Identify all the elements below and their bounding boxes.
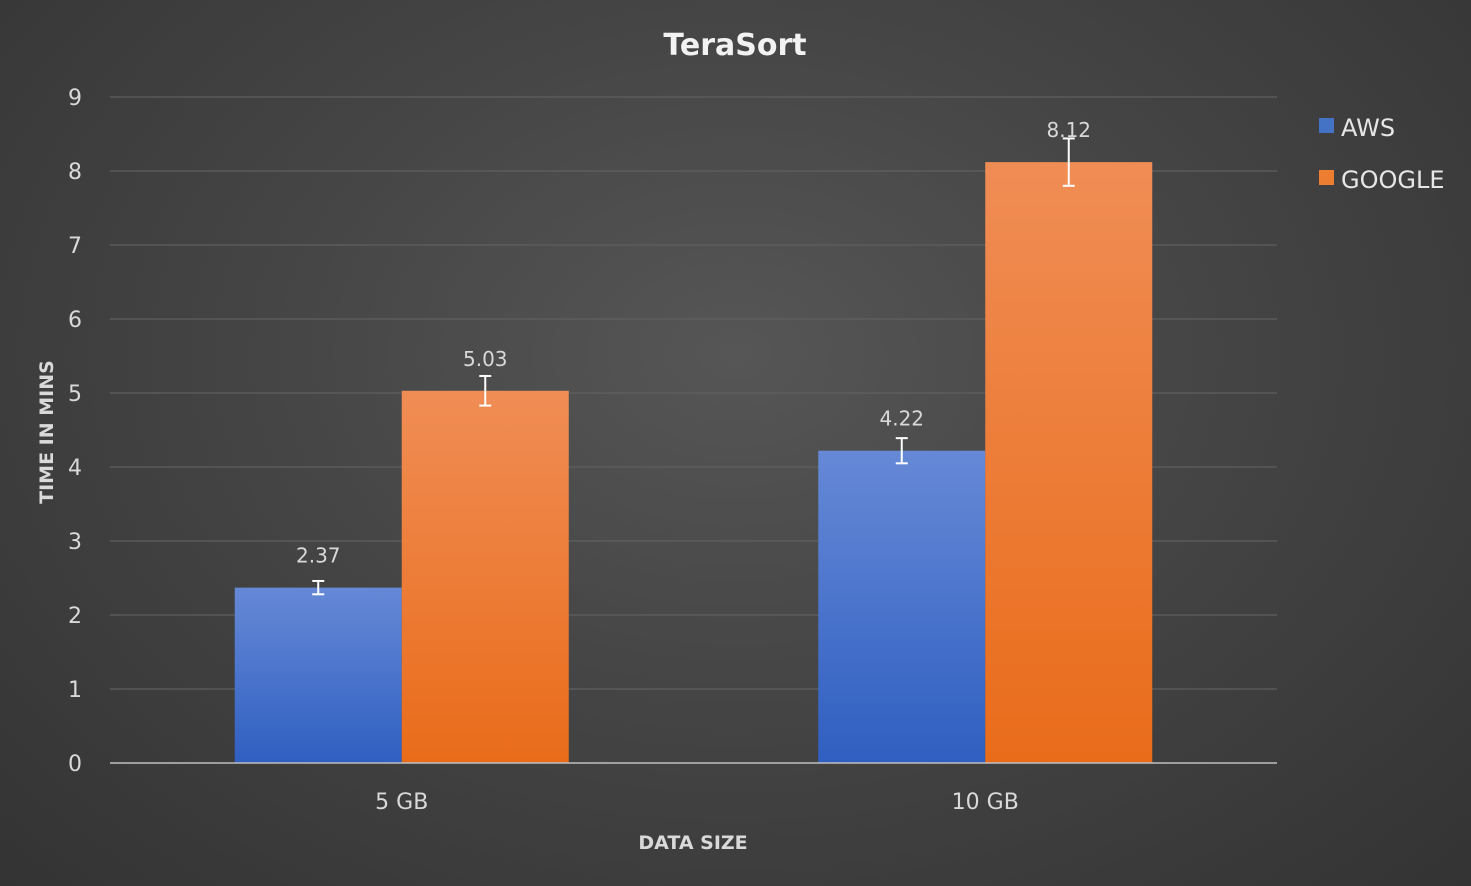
bar-aws xyxy=(234,587,402,763)
y-tick-label: 6 xyxy=(68,308,82,333)
x-tick-label: 10 GB xyxy=(952,790,1019,815)
axes: 0 1 2 3 4 5 6 7 8 9 5 GB 10 GB xyxy=(68,86,1277,815)
data-label: 5.03 xyxy=(463,347,508,371)
y-tick-label: 1 xyxy=(68,678,82,703)
legend-swatch-aws xyxy=(1319,118,1334,133)
legend-label-aws: AWS xyxy=(1341,114,1395,142)
legend-label-google: GOOGLE xyxy=(1341,166,1445,194)
bar-google xyxy=(985,162,1153,763)
y-tick-label: 3 xyxy=(68,530,82,555)
y-tick-label: 2 xyxy=(68,604,82,629)
data-labels: 2.375.034.228.12 xyxy=(296,118,1091,568)
y-tick-label: 0 xyxy=(68,752,82,777)
y-tick-label: 8 xyxy=(68,160,82,185)
data-label: 2.37 xyxy=(296,544,341,568)
x-tick-label: 5 GB xyxy=(375,790,428,815)
chart-title: TeraSort xyxy=(663,28,806,63)
y-tick-label: 4 xyxy=(68,456,82,481)
error-bars xyxy=(312,137,1075,596)
data-label: 4.22 xyxy=(879,407,924,431)
legend-swatch-google xyxy=(1319,170,1334,185)
x-axis-title: DATA SIZE xyxy=(638,832,747,854)
y-tick-label: 5 xyxy=(68,382,82,407)
y-axis-title: TIME IN MINS xyxy=(36,360,58,504)
bars xyxy=(234,162,1153,763)
legend: AWS GOOGLE xyxy=(1319,114,1445,194)
bar-google xyxy=(401,390,569,763)
y-tick-label: 9 xyxy=(68,86,82,111)
y-tick-label: 7 xyxy=(68,234,82,259)
bar-aws xyxy=(818,450,986,763)
